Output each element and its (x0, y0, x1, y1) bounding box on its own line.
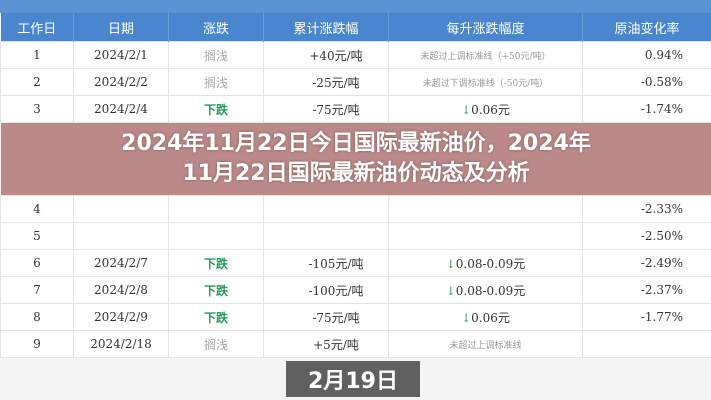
table-row: 5 -2.50% (0, 222, 711, 250)
cell-rate (582, 330, 711, 358)
header-rate: 原油变化率 (582, 13, 711, 42)
top-strip (0, 0, 711, 13)
cell-cum: -100元/吨 (263, 276, 389, 304)
title-banner: 2024年11月22日今日国际最新油价，2024年 11月22日国际最新油价动态及… (0, 122, 711, 196)
table-row: 2 2024/2/2 搁浅 -25元/吨 未超过下调标准线（-50元/吨） -0.58% (0, 68, 711, 96)
cell-day: 9 (0, 330, 74, 358)
date-badge: 2月19日 (286, 361, 420, 397)
cell-rate: -0.58% (582, 68, 711, 96)
table-row: 1 2024/2/1 搁浅 +40元/吨 未超过上调标准线（+50元/吨） 0.94% (0, 41, 711, 69)
cell-rate: -2.33% (582, 195, 711, 223)
cell-date: 2024/2/4 (73, 95, 169, 123)
down-arrow-icon: ↓ (461, 102, 472, 117)
cell-cum (263, 222, 389, 250)
cell-trend: 搁浅 (168, 330, 264, 358)
cell-trend: 搁浅 (168, 68, 264, 96)
oil-price-table: 工作日 日期 涨跌 累计涨跌幅 每升涨跌幅度 原油变化率 1 2024/2/1 搁浅… (0, 13, 711, 358)
cell-rate: -1.74% (582, 95, 711, 123)
cell-per-liter: ↓0.06元 (388, 95, 583, 123)
cell-trend: 下跌 (168, 249, 264, 277)
cell-day: 4 (0, 195, 74, 223)
table-row: 3 2024/2/4 下跌 -75元/吨 ↓0.06元 -1.74% (0, 95, 711, 123)
cell-day: 2 (0, 68, 74, 96)
cell-date: 2024/2/1 (73, 41, 169, 69)
table-row: 8 2024/2/9 下跌 -75元/吨 ↓0.06元 -1.77% (0, 303, 711, 331)
cell-date (73, 222, 169, 250)
cell-trend: 下跌 (168, 303, 264, 331)
cell-cum: +5元/吨 (263, 330, 389, 358)
header-date: 日期 (73, 13, 169, 42)
cell-per-liter: 未超过下调标准线（-50元/吨） (388, 68, 583, 96)
header-trend: 涨跌 (168, 13, 264, 42)
cell-date: 2024/2/2 (73, 68, 169, 96)
title-line-2: 11月22日国际最新油价动态及分析 (182, 161, 530, 186)
per-liter-value: 0.06元 (471, 310, 510, 325)
cell-rate: -2.50% (582, 222, 711, 250)
table-row: 9 2024/2/18 搁浅 +5元/吨 未超过上调标准线 (0, 330, 711, 358)
cell-day: 6 (0, 249, 74, 277)
cell-date (73, 195, 169, 223)
title-overlay: 2024年11月22日今日国际最新油价，2024年 11月22日国际最新油价动态及… (0, 122, 711, 196)
cell-per-liter (388, 195, 583, 223)
per-liter-value: 0.06元 (471, 102, 510, 117)
header-cumulative: 累计涨跌幅 (263, 13, 389, 42)
table-row: 4 -2.33% (0, 195, 711, 223)
cell-trend (168, 195, 264, 223)
cell-trend: 搁浅 (168, 41, 264, 69)
cell-per-liter: ↓0.06元 (388, 303, 583, 331)
header-per-liter: 每升涨跌幅度 (388, 13, 583, 42)
cell-day: 5 (0, 222, 74, 250)
cell-rate: -2.37% (582, 276, 711, 304)
cell-per-liter: ↓0.08-0.09元 (388, 249, 583, 277)
cell-cum: -75元/吨 (263, 303, 389, 331)
table-row: 7 2024/2/8 下跌 -100元/吨 ↓0.08-0.09元 -2.37% (0, 276, 711, 304)
down-arrow-icon: ↓ (445, 256, 456, 271)
cell-day: 7 (0, 276, 74, 304)
down-arrow-icon: ↓ (445, 283, 456, 298)
cell-per-liter: ↓0.08-0.09元 (388, 276, 583, 304)
title-line-1: 2024年11月22日今日国际最新油价，2024年 (121, 131, 591, 156)
cell-cum: -25元/吨 (263, 68, 389, 96)
cell-date: 2024/2/18 (73, 330, 169, 358)
cell-date: 2024/2/7 (73, 249, 169, 277)
cell-cum: +40元/吨 (263, 41, 389, 69)
cell-day: 3 (0, 95, 74, 123)
header-day: 工作日 (0, 13, 74, 42)
cell-rate: -2.49% (582, 249, 711, 277)
cell-day: 8 (0, 303, 74, 331)
cell-day: 1 (0, 41, 74, 69)
cell-trend: 下跌 (168, 276, 264, 304)
table-header: 工作日 日期 涨跌 累计涨跌幅 每升涨跌幅度 原油变化率 (0, 13, 711, 42)
cell-per-liter: 未超过上调标准线 (388, 330, 583, 358)
cell-rate: -1.77% (582, 303, 711, 331)
per-liter-value: 0.08-0.09元 (455, 283, 526, 298)
table-row: 6 2024/2/7 下跌 -105元/吨 ↓0.08-0.09元 -2.49% (0, 249, 711, 277)
cell-date: 2024/2/9 (73, 303, 169, 331)
cell-cum: -105元/吨 (263, 249, 389, 277)
per-liter-value: 0.08-0.09元 (455, 256, 526, 271)
cell-per-liter: 未超过上调标准线（+50元/吨） (388, 41, 583, 69)
down-arrow-icon: ↓ (461, 310, 472, 325)
cell-date: 2024/2/8 (73, 276, 169, 304)
cell-cum (263, 195, 389, 223)
cell-trend (168, 222, 264, 250)
cell-per-liter (388, 222, 583, 250)
cell-rate: 0.94% (582, 41, 711, 69)
cell-trend: 下跌 (168, 95, 264, 123)
cell-cum: -75元/吨 (263, 95, 389, 123)
